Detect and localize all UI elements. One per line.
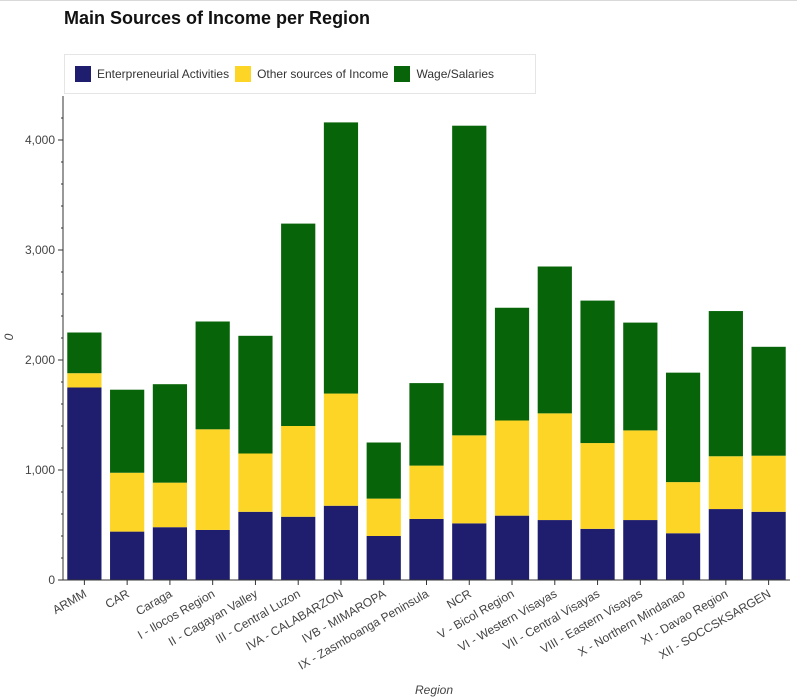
bar-1-1 [110,472,145,532]
bar-0-1 [110,531,145,580]
bar-1-16 [751,455,786,512]
bar-2-4 [238,335,273,454]
bar-2-14 [665,372,701,483]
bar-2-12 [580,300,615,444]
legend-item-enterpreneurial[interactable]: Enterpreneurial Activities [75,66,229,82]
bar-1-15 [708,456,743,510]
legend-item-wage-salaries[interactable]: Wage/Salaries [394,66,494,82]
bar-2-16 [751,346,786,456]
bar-0-4 [238,511,273,580]
x-axis-title: Region [415,683,453,697]
bar-2-6 [323,122,359,394]
bar-0-15 [708,509,743,580]
bar-2-9 [452,125,487,436]
bar-0-5 [281,516,316,580]
bar-1-4 [238,453,273,512]
bar-1-5 [281,426,316,517]
bar-0-2 [152,527,188,580]
bar-0-8 [409,518,444,580]
y-tick-label-3: 3,000 [25,243,55,257]
legend: Enterpreneurial Activities Other sources… [64,54,536,94]
bar-1-6 [323,393,359,506]
y-tick-label-1: 1,000 [25,463,55,477]
bar-1-11 [537,413,572,521]
legend-swatch-wage-salaries [394,66,411,82]
top-border [0,0,797,1]
bar-2-0 [67,332,102,374]
bar-0-9 [452,523,487,580]
x-tick-label-1: CAR [103,586,132,611]
legend-swatch-enterpreneurial [75,66,91,82]
bar-1-10 [494,420,530,516]
bar-2-7 [366,442,401,499]
bar-0-3 [195,529,230,580]
bar-2-2 [152,384,188,483]
bar-2-3 [195,321,230,430]
x-tick-label-0: ARMM [50,586,89,616]
bar-2-15 [708,311,743,457]
legend-label-enterpreneurial: Enterpreneurial Activities [97,67,230,81]
y-axis-title: 0 [2,333,16,340]
y-tick-label-4: 4,000 [25,133,55,147]
bar-0-14 [665,533,701,580]
bar-1-9 [452,435,487,524]
bar-1-12 [580,443,615,529]
y-tick-label-0: 0 [48,573,55,587]
legend-label-other-sources: Other sources of Income [257,67,389,81]
legend-swatch-other-sources [235,66,252,82]
bar-1-8 [409,465,444,519]
bar-0-13 [623,520,658,580]
bar-0-6 [323,505,359,580]
bar-2-10 [494,307,530,421]
bars-group [67,122,786,580]
legend-label-wage-salaries: Wage/Salaries [416,67,495,81]
bar-1-0 [67,373,102,388]
y-tick-label-2: 2,000 [25,353,55,367]
bar-0-10 [494,515,530,580]
bar-1-7 [366,498,401,536]
bar-1-2 [152,482,188,528]
bar-2-5 [281,223,316,426]
bar-0-0 [67,387,102,580]
bar-0-11 [537,520,572,580]
bar-0-12 [580,528,615,580]
bar-1-14 [665,482,701,534]
bar-0-16 [751,511,786,580]
bar-2-11 [537,266,572,414]
legend-item-other-sources[interactable]: Other sources of Income [235,66,388,82]
bar-2-13 [623,322,658,431]
chart-title: Main Sources of Income per Region [64,8,371,28]
bar-1-13 [623,430,658,521]
x-tick-label-9: NCR [444,586,474,611]
bar-2-8 [409,383,444,466]
bar-1-3 [195,429,230,530]
bar-2-1 [110,389,145,473]
bar-0-7 [366,536,401,580]
